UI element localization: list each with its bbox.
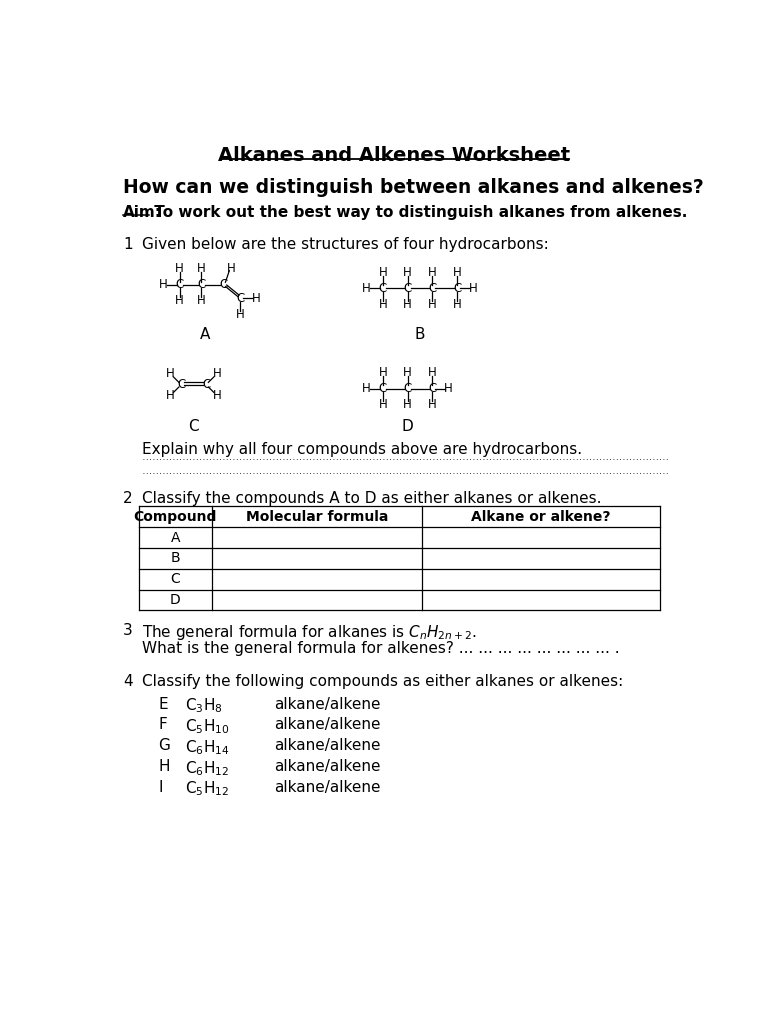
Text: C$_6$H$_{14}$: C$_6$H$_{14}$ [185, 738, 230, 757]
Text: C$_5$H$_{10}$: C$_5$H$_{10}$ [185, 718, 230, 736]
Text: C$_6$H$_{12}$: C$_6$H$_{12}$ [185, 759, 230, 777]
Text: H: H [379, 298, 387, 311]
Text: C$_3$H$_8$: C$_3$H$_8$ [185, 696, 223, 715]
Text: Molecular formula: Molecular formula [246, 510, 388, 523]
Text: How can we distinguish between alkanes and alkenes?: How can we distinguish between alkanes a… [123, 178, 704, 198]
Text: B: B [170, 551, 180, 565]
Text: 3: 3 [123, 624, 133, 638]
Text: H: H [197, 294, 206, 307]
Text: C: C [236, 292, 244, 305]
Text: 4: 4 [123, 674, 133, 689]
Text: H: H [379, 366, 387, 379]
Text: H: H [428, 298, 437, 311]
Text: C: C [453, 282, 462, 295]
Text: C: C [202, 378, 210, 391]
Text: alkane/alkene: alkane/alkene [274, 779, 381, 795]
Text: H: H [213, 389, 221, 402]
Text: D: D [170, 593, 180, 607]
Text: H: H [453, 266, 462, 279]
Text: C: C [170, 572, 180, 586]
Text: C: C [379, 382, 387, 395]
Text: C: C [188, 420, 199, 434]
Text: H: H [428, 398, 437, 412]
Text: H: H [175, 262, 184, 274]
Text: E: E [158, 696, 167, 712]
Text: H: H [227, 262, 235, 274]
Text: alkane/alkene: alkane/alkene [274, 696, 381, 712]
Text: F: F [158, 718, 167, 732]
Text: C: C [403, 382, 412, 395]
Text: H: H [403, 366, 412, 379]
Text: C: C [176, 279, 184, 291]
Text: G: G [158, 738, 170, 753]
Text: H: H [428, 366, 437, 379]
Text: Compound: Compound [134, 510, 217, 523]
Text: alkane/alkene: alkane/alkene [274, 759, 381, 774]
Text: Alkanes and Alkenes Worksheet: Alkanes and Alkenes Worksheet [217, 146, 570, 165]
Text: C: C [177, 378, 185, 391]
Text: D: D [402, 420, 413, 434]
Text: Alkane or alkene?: Alkane or alkene? [471, 510, 611, 523]
Text: H: H [159, 279, 167, 291]
Text: H: H [403, 266, 412, 279]
Text: H: H [166, 368, 175, 380]
Text: What is the general formula for alkenes? ... ... ... ... ... ... ... ... .: What is the general formula for alkenes?… [143, 641, 620, 656]
Text: 2: 2 [123, 490, 133, 506]
Text: H: H [453, 298, 462, 311]
Text: Explain why all four compounds above are hydrocarbons.: Explain why all four compounds above are… [143, 442, 583, 458]
Text: H: H [213, 368, 221, 380]
Text: C: C [379, 282, 387, 295]
Text: H: H [428, 266, 437, 279]
Text: To work out the best way to distinguish alkanes from alkenes.: To work out the best way to distinguish … [150, 205, 688, 220]
Text: H: H [379, 266, 387, 279]
Text: A: A [170, 530, 180, 545]
Text: H: H [158, 759, 170, 774]
Text: C: C [429, 282, 436, 295]
Text: H: H [444, 382, 453, 395]
Text: I: I [158, 779, 163, 795]
Text: H: H [403, 298, 412, 311]
Text: C: C [219, 279, 227, 291]
Text: Classify the following compounds as either alkanes or alkenes:: Classify the following compounds as eith… [143, 674, 624, 689]
Text: Classify the compounds A to D as either alkanes or alkenes.: Classify the compounds A to D as either … [143, 490, 602, 506]
Text: C: C [429, 382, 436, 395]
Text: H: H [175, 294, 184, 307]
Text: alkane/alkene: alkane/alkene [274, 718, 381, 732]
Text: Aim:: Aim: [123, 205, 162, 220]
Text: Given below are the structures of four hydrocarbons:: Given below are the structures of four h… [143, 237, 549, 252]
Text: H: H [379, 398, 387, 412]
Text: H: H [236, 308, 244, 322]
Text: H: H [166, 389, 175, 402]
Text: H: H [469, 282, 478, 295]
Text: H: H [403, 398, 412, 412]
Text: A: A [200, 327, 210, 342]
Text: H: H [197, 262, 206, 274]
Text: B: B [415, 327, 425, 342]
Text: C: C [197, 279, 206, 291]
Text: H: H [252, 292, 261, 305]
Text: H: H [362, 382, 371, 395]
Text: 1: 1 [123, 237, 133, 252]
Text: C$_5$H$_{12}$: C$_5$H$_{12}$ [185, 779, 230, 799]
Text: The general formula for alkanes is $C_nH_{2n+2}$.: The general formula for alkanes is $C_nH… [143, 624, 478, 642]
Text: H: H [362, 282, 371, 295]
Text: alkane/alkene: alkane/alkene [274, 738, 381, 753]
Text: C: C [403, 282, 412, 295]
